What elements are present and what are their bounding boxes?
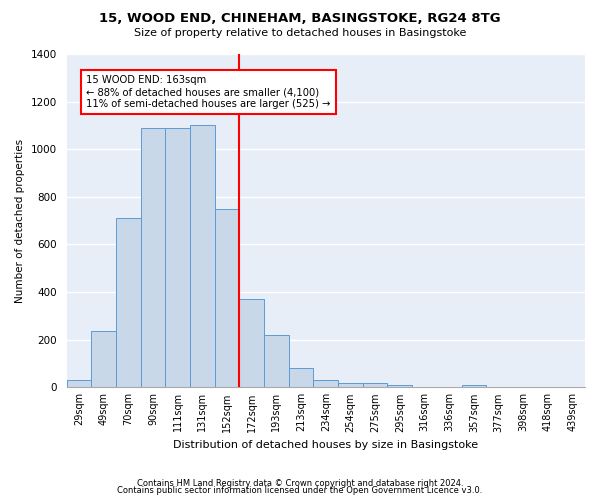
X-axis label: Distribution of detached houses by size in Basingstoke: Distribution of detached houses by size … [173, 440, 478, 450]
Bar [264, 335, 289, 388]
Bar [289, 368, 313, 388]
Bar [116, 218, 140, 388]
Bar [313, 380, 338, 388]
Bar [239, 299, 264, 388]
Bar [215, 208, 239, 388]
Text: 15 WOOD END: 163sqm
← 88% of detached houses are smaller (4,100)
11% of semi-det: 15 WOOD END: 163sqm ← 88% of detached ho… [86, 76, 331, 108]
Bar [338, 382, 363, 388]
Bar [388, 385, 412, 388]
Bar [140, 128, 165, 388]
Bar [461, 385, 486, 388]
Y-axis label: Number of detached properties: Number of detached properties [15, 138, 25, 302]
Bar [190, 126, 215, 388]
Bar [363, 382, 388, 388]
Text: Contains public sector information licensed under the Open Government Licence v3: Contains public sector information licen… [118, 486, 482, 495]
Text: Contains HM Land Registry data © Crown copyright and database right 2024.: Contains HM Land Registry data © Crown c… [137, 478, 463, 488]
Text: 15, WOOD END, CHINEHAM, BASINGSTOKE, RG24 8TG: 15, WOOD END, CHINEHAM, BASINGSTOKE, RG2… [99, 12, 501, 26]
Bar [91, 332, 116, 388]
Bar [165, 128, 190, 388]
Bar [67, 380, 91, 388]
Text: Size of property relative to detached houses in Basingstoke: Size of property relative to detached ho… [134, 28, 466, 38]
